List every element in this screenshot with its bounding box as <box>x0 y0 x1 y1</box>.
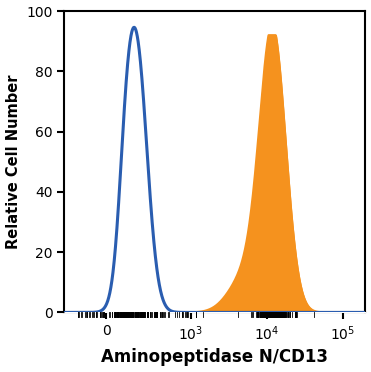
Y-axis label: Relative Cell Number: Relative Cell Number <box>6 74 20 249</box>
X-axis label: Aminopeptidase N/CD13: Aminopeptidase N/CD13 <box>101 349 328 366</box>
